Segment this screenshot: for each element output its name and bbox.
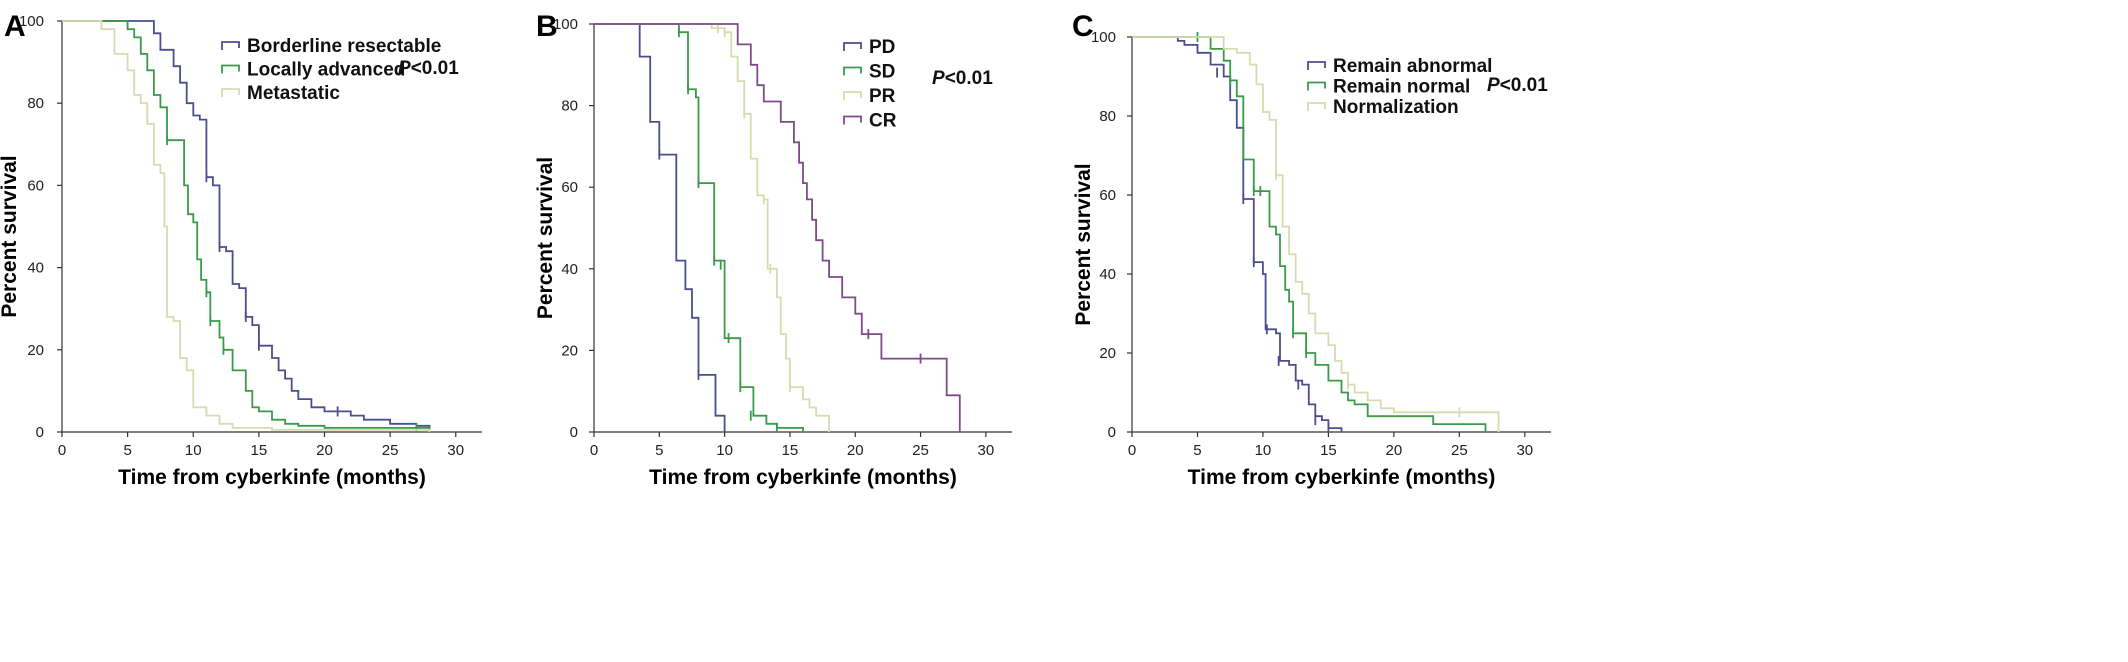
x-tick-label: 10 — [716, 442, 733, 459]
y-tick-label: 100 — [19, 13, 44, 30]
x-tick-label: 30 — [1516, 442, 1533, 459]
series-line-4 — [594, 23, 961, 432]
p-value-label: P<0.01 — [398, 58, 459, 79]
y-tick-label: 80 — [561, 98, 578, 115]
x-tick-label: 0 — [1128, 442, 1136, 459]
x-tick-label: 25 — [1451, 442, 1468, 459]
y-tick-label: 20 — [1099, 345, 1116, 362]
y-tick-label: 60 — [1099, 187, 1116, 204]
x-tick-label: 5 — [1193, 442, 1201, 459]
series-line-2 — [594, 23, 804, 432]
legend-label: Normalization — [1333, 97, 1459, 118]
series-line-2 — [62, 20, 431, 432]
x-tick-label: 30 — [978, 442, 995, 459]
legend-label: PR — [869, 86, 896, 107]
y-tick-label: 0 — [1108, 424, 1116, 441]
x-tick-label: 15 — [251, 442, 268, 459]
legend-swatch — [1307, 61, 1326, 70]
legend-label: PD — [869, 37, 895, 58]
p-value-label: P<0.01 — [1487, 75, 1548, 96]
y-axis-title: Percent survival — [534, 157, 557, 319]
y-tick-label: 0 — [570, 424, 578, 441]
legend-label: Borderline resectable — [247, 36, 441, 57]
x-axis-title: Time from cyberkinfe (months) — [1188, 466, 1496, 489]
x-tick-label: 20 — [847, 442, 864, 459]
y-tick-label: 0 — [36, 424, 44, 441]
x-tick-label: 0 — [590, 442, 598, 459]
y-axis-title: Percent survival — [0, 155, 21, 317]
y-tick-label: 100 — [553, 16, 578, 33]
series-line-1 — [594, 23, 726, 432]
series-line-3 — [594, 23, 830, 432]
x-tick-label: 15 — [782, 442, 799, 459]
legend-label: SD — [869, 62, 895, 83]
y-tick-label: 80 — [1099, 108, 1116, 125]
panel-c: C 0 5 10 15 20 25 30 0 20 40 60 80 100 Time from cyber… — [1072, 10, 1551, 489]
x-tick-label: 15 — [1320, 442, 1337, 459]
legend-label: Metastatic — [247, 83, 340, 104]
y-tick-label: 40 — [561, 261, 578, 278]
p-value-label: P<0.01 — [932, 68, 993, 89]
y-tick-label: 80 — [27, 95, 44, 112]
y-tick-label: 60 — [561, 179, 578, 196]
y-tick-label: 20 — [561, 342, 578, 359]
legend-label: Remain abnormal — [1333, 56, 1492, 77]
legend-swatch — [221, 64, 240, 74]
x-tick-label: 20 — [1386, 442, 1403, 459]
series-line-2 — [1132, 36, 1487, 432]
y-tick-label: 100 — [1091, 29, 1116, 46]
series-line-1 — [1132, 36, 1343, 432]
x-tick-label: 25 — [912, 442, 929, 459]
x-tick-label: 5 — [655, 442, 663, 459]
series-line-3 — [1132, 36, 1500, 432]
legend-label: Locally advanced — [247, 60, 405, 81]
legend-swatch — [1307, 81, 1326, 91]
x-axis-title: Time from cyberkinfe (months) — [649, 466, 957, 489]
y-tick-label: 20 — [27, 342, 44, 359]
legend-swatch — [843, 42, 862, 51]
x-tick-label: 0 — [58, 442, 66, 459]
panel-b: B 0 5 10 15 20 25 30 0 20 40 60 80 100 Time from cyber… — [534, 10, 1012, 489]
legend-swatch — [843, 115, 862, 125]
x-axis-title: Time from cyberkinfe (months) — [118, 466, 426, 489]
legend-swatch — [843, 91, 862, 100]
x-tick-label: 10 — [1255, 442, 1272, 459]
x-tick-label: 30 — [447, 442, 464, 459]
x-tick-label: 5 — [123, 442, 131, 459]
series-line-3 — [62, 20, 431, 432]
x-tick-label: 10 — [185, 442, 202, 459]
legend-swatch — [221, 41, 240, 50]
y-tick-label: 40 — [1099, 266, 1116, 283]
legend-swatch — [221, 88, 240, 97]
x-tick-label: 20 — [316, 442, 333, 459]
legend-swatch — [843, 66, 862, 76]
y-tick-label: 40 — [27, 260, 44, 277]
legend-swatch — [1307, 102, 1326, 111]
panel-letter: C — [1072, 10, 1094, 43]
y-axis-title: Percent survival — [1072, 163, 1095, 325]
legend-label: CR — [869, 111, 897, 132]
x-tick-label: 25 — [382, 442, 399, 459]
legend-label: Remain normal — [1333, 77, 1470, 98]
panel-letter: A — [4, 10, 26, 43]
panel-letter: B — [536, 10, 558, 43]
panel-a: A 0 5 10 15 20 25 30 0 20 40 60 80 100 Time from cyber… — [0, 10, 482, 489]
y-tick-label: 60 — [27, 177, 44, 194]
